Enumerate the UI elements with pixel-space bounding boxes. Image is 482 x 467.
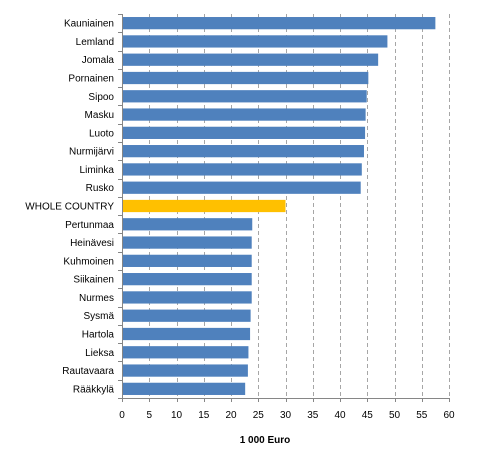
bar bbox=[123, 382, 246, 395]
category-label: WHOLE COUNTRY bbox=[25, 202, 114, 213]
category-label: Nurmes bbox=[79, 293, 114, 304]
category-label: Heinävesi bbox=[70, 238, 114, 249]
category-label: Sysmä bbox=[83, 311, 114, 322]
bar bbox=[123, 181, 361, 194]
x-tick-label: 50 bbox=[389, 410, 401, 421]
x-tick-label: 60 bbox=[443, 410, 455, 421]
bar bbox=[123, 145, 364, 158]
category-label: Liminka bbox=[80, 165, 115, 176]
category-label: Lieksa bbox=[85, 348, 114, 359]
category-label: Pornainen bbox=[68, 74, 114, 85]
bar bbox=[123, 35, 388, 48]
category-label: Masku bbox=[85, 110, 114, 121]
category-label: Kauniainen bbox=[64, 19, 114, 30]
x-tick-label: 35 bbox=[307, 410, 319, 421]
category-label: Nurmijärvi bbox=[69, 147, 114, 158]
bar bbox=[123, 327, 251, 341]
category-label: Rusko bbox=[86, 183, 115, 194]
x-tick-label: 45 bbox=[362, 410, 374, 421]
category-label: Lemland bbox=[76, 37, 114, 48]
bar bbox=[123, 309, 251, 322]
x-tick-labels: 0 5 10 15 20 25 30 35 40 45 50 55 60 bbox=[119, 410, 455, 421]
bar bbox=[123, 236, 252, 249]
category-label: Luoto bbox=[89, 128, 114, 139]
category-label: Rääkkylä bbox=[73, 384, 115, 395]
bar bbox=[123, 53, 379, 66]
bar bbox=[123, 254, 252, 267]
bar bbox=[123, 163, 362, 176]
bar bbox=[123, 273, 252, 286]
x-tick-label: 20 bbox=[225, 410, 237, 421]
bar-highlight bbox=[123, 199, 286, 213]
x-tick-label: 30 bbox=[280, 410, 292, 421]
bar bbox=[123, 291, 252, 304]
x-tick-label: 40 bbox=[334, 410, 346, 421]
bar bbox=[123, 218, 253, 231]
category-label: Pertunmaa bbox=[65, 220, 114, 231]
x-tick-label: 25 bbox=[253, 410, 265, 421]
category-label: Siikainen bbox=[73, 275, 114, 286]
bar bbox=[123, 17, 436, 30]
x-tick-label: 0 bbox=[119, 410, 125, 421]
x-axis-label: 1 000 Euro bbox=[240, 435, 291, 446]
category-label: Hartola bbox=[82, 330, 115, 341]
category-labels: Kauniainen Lemland Jomala Pornainen Sipoo Mas… bbox=[25, 19, 114, 396]
category-label: Jomala bbox=[82, 55, 115, 66]
category-label: Kuhmoinen bbox=[63, 256, 114, 267]
bars bbox=[123, 17, 436, 395]
bar bbox=[123, 364, 248, 377]
bar bbox=[123, 108, 366, 121]
axes bbox=[118, 14, 450, 402]
x-tick-label: 5 bbox=[146, 410, 152, 421]
bar bbox=[123, 90, 367, 103]
bar bbox=[123, 346, 249, 359]
x-tick-label: 55 bbox=[416, 410, 428, 421]
x-tick-label: 15 bbox=[198, 410, 210, 421]
bar bbox=[123, 126, 366, 139]
bar bbox=[123, 71, 369, 85]
category-label: Rautavaara bbox=[62, 366, 114, 377]
category-label: Sipoo bbox=[88, 92, 114, 103]
x-tick-label: 10 bbox=[171, 410, 183, 421]
